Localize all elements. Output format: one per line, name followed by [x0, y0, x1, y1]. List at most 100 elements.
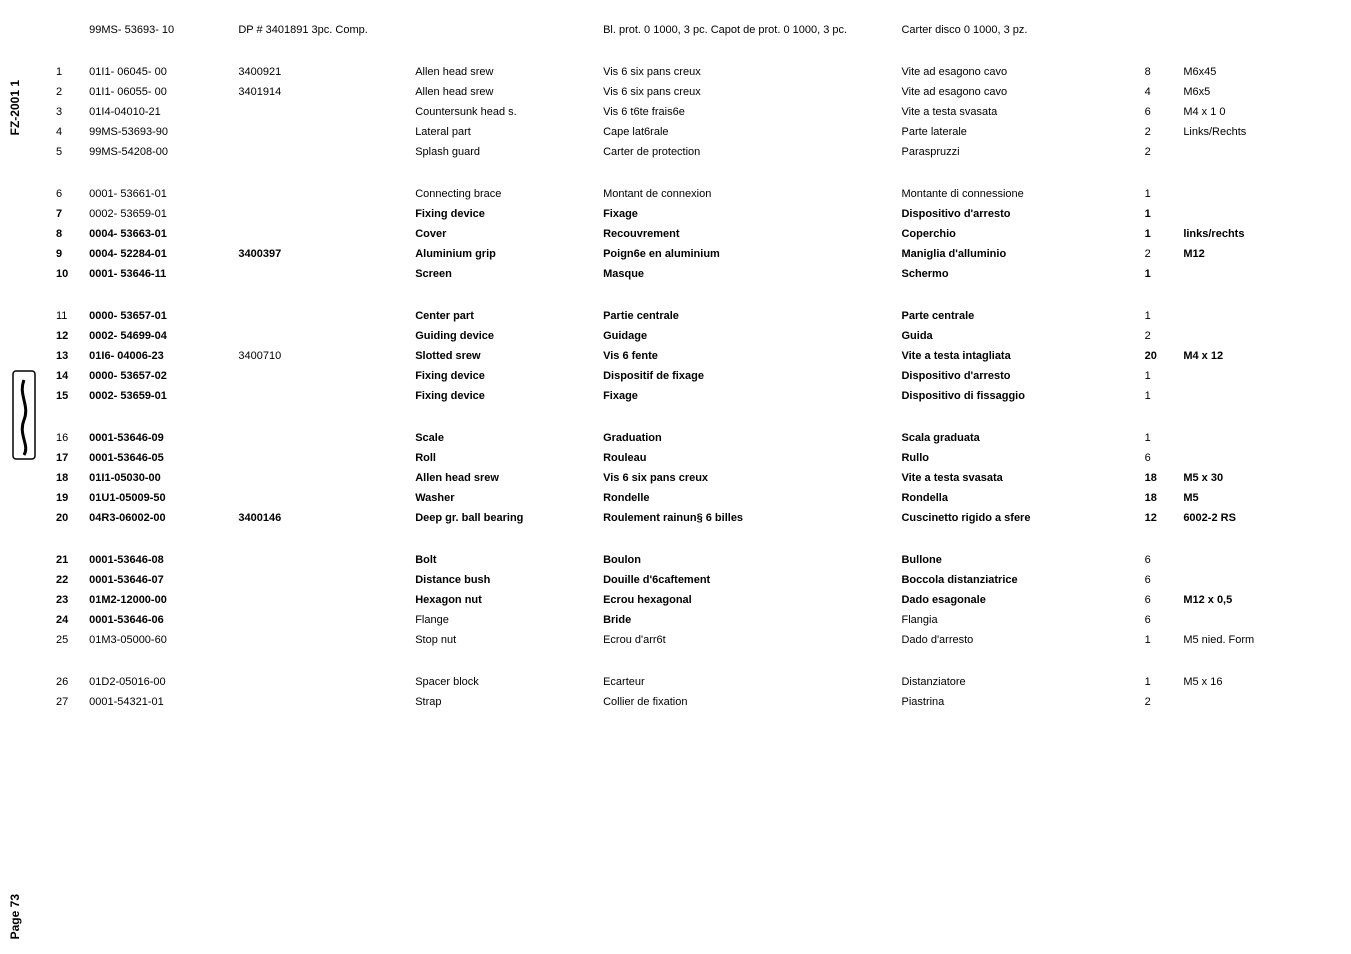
cell-num: 23 — [50, 590, 83, 610]
table-row: 1901U1-05009-50WasherRondelleRondella18M… — [50, 488, 1310, 508]
cell-num: 11 — [50, 306, 83, 326]
cell-it: Maniglia d'alluminio — [895, 244, 1138, 264]
cell-part: 99MS- 53693- 10 — [83, 20, 232, 40]
cell-spec: M5 — [1177, 488, 1310, 508]
cell-spec: M5 nied. Form — [1177, 630, 1310, 650]
cell-fr: Fixage — [597, 386, 895, 406]
cell-part: 0000- 53657-01 — [83, 306, 232, 326]
cell-num: 19 — [50, 488, 83, 508]
cell-qty: 1 — [1139, 224, 1178, 244]
cell-spec — [1177, 610, 1310, 630]
table-row: 150002- 53659-01Fixing deviceFixageDispo… — [50, 386, 1310, 406]
cell-dp: 3400710 — [232, 346, 409, 366]
cell-dp: 3400921 — [232, 62, 409, 82]
cell-en: Allen head srew — [409, 82, 597, 102]
page: FZ-2001 1 Page 73 99MS- 53693- 10DP # 34… — [0, 0, 1351, 954]
cell-it: Piastrina — [895, 692, 1138, 712]
cell-it: Scala graduata — [895, 428, 1138, 448]
cell-it: Carter disco 0 1000, 3 pz. — [895, 20, 1138, 40]
side-page: Page 73 — [8, 894, 22, 939]
cell-spec: links/rechts — [1177, 224, 1310, 244]
table-row: 60001- 53661-01 Connecting braceMontant d… — [50, 184, 1310, 204]
cell-qty: 4 — [1139, 82, 1178, 102]
cell-it: Rullo — [895, 448, 1138, 468]
cell-qty: 1 — [1139, 630, 1178, 650]
cell-en: Roll — [409, 448, 597, 468]
cell-en — [409, 20, 597, 40]
cell-en: Connecting brace — [409, 184, 597, 204]
cell-dp: 3400146 — [232, 508, 409, 528]
table-row: 140000- 53657-02Fixing deviceDispositif … — [50, 366, 1310, 386]
cell-dp — [232, 224, 409, 244]
table-row: 1301I6- 04006-233400710Slotted srewVis 6… — [50, 346, 1310, 366]
cell-it: Parte centrale — [895, 306, 1138, 326]
cell-en: Hexagon nut — [409, 590, 597, 610]
table-row: 210001-53646-08BoltBoulonBullone6 — [50, 550, 1310, 570]
cell-part: 99MS-53693-90 — [83, 122, 232, 142]
cell-en: Aluminium grip — [409, 244, 597, 264]
cell-dp — [232, 306, 409, 326]
side-code: FZ-2001 1 — [8, 80, 22, 135]
cell-fr: Ecarteur — [597, 672, 895, 692]
cell-part: 0001-53646-09 — [83, 428, 232, 448]
cell-num: 26 — [50, 672, 83, 692]
cell-fr: Recouvrement — [597, 224, 895, 244]
cell-dp — [232, 386, 409, 406]
cell-num: 24 — [50, 610, 83, 630]
table-row: 1801I1-05030-00Allen head srewVis 6 six … — [50, 468, 1310, 488]
side-labels: FZ-2001 1 Page 73 — [8, 0, 38, 954]
cell-en: Cover — [409, 224, 597, 244]
cell-qty: 1 — [1139, 386, 1178, 406]
cell-dp — [232, 570, 409, 590]
spacer-row — [50, 162, 1310, 184]
cell-num: 3 — [50, 102, 83, 122]
cell-fr: Poign6e en aluminium — [597, 244, 895, 264]
cell-spec — [1177, 550, 1310, 570]
cell-en: Strap — [409, 692, 597, 712]
cell-qty: 1 — [1139, 184, 1178, 204]
cell-part: 0002- 53659-01 — [83, 204, 232, 224]
cell-part: 01D2-05016-00 — [83, 672, 232, 692]
cell-part: 0001- 53661-01 — [83, 184, 232, 204]
cell-fr: Montant de connexion — [597, 184, 895, 204]
cell-fr: Cape lat6rale — [597, 122, 895, 142]
cell-num: 27 — [50, 692, 83, 712]
cell-en: Screen — [409, 264, 597, 284]
cell-part: 01U1-05009-50 — [83, 488, 232, 508]
cell-part: 0001-53646-08 — [83, 550, 232, 570]
cell-part: 0004- 52284-01 — [83, 244, 232, 264]
cell-num: 6 — [50, 184, 83, 204]
cell-qty: 18 — [1139, 488, 1178, 508]
cell-spec — [1177, 386, 1310, 406]
cell-part: 0001-54321-01 — [83, 692, 232, 712]
cell-dp — [232, 448, 409, 468]
table-row: 160001-53646-09ScaleGraduationScala grad… — [50, 428, 1310, 448]
cell-dp — [232, 590, 409, 610]
table-row: 240001-53646-06FlangeBrideFlangia6 — [50, 610, 1310, 630]
cell-part: 0001-53646-07 — [83, 570, 232, 590]
cell-qty: 6 — [1139, 610, 1178, 630]
cell-fr: Bl. prot. 0 1000, 3 pc. Capot de prot. 0… — [597, 20, 895, 40]
cell-fr: Carter de protection — [597, 142, 895, 162]
cell-part: 0001- 53646-11 — [83, 264, 232, 284]
cell-dp — [232, 428, 409, 448]
cell-spec — [1177, 204, 1310, 224]
header-row: 99MS- 53693- 10DP # 3401891 3pc. Comp.Bl… — [50, 20, 1310, 40]
cell-dp — [232, 550, 409, 570]
cell-part: 0000- 53657-02 — [83, 366, 232, 386]
cell-qty: 1 — [1139, 672, 1178, 692]
cell-spec — [1177, 428, 1310, 448]
cell-spec — [1177, 570, 1310, 590]
cell-en: Allen head srew — [409, 62, 597, 82]
cell-spec: M5 x 30 — [1177, 468, 1310, 488]
cell-dp — [232, 184, 409, 204]
cell-it: Vite ad esagono cavo — [895, 62, 1138, 82]
cell-it: Boccola distanziatrice — [895, 570, 1138, 590]
cell-spec — [1177, 448, 1310, 468]
cell-it: Distanziatore — [895, 672, 1138, 692]
cell-fr: Ecrou hexagonal — [597, 590, 895, 610]
table-row: 220001-53646-07Distance bushDouille d'6c… — [50, 570, 1310, 590]
table-row: 2501M3-05000-60Stop nutEcrou d'arr6tDado… — [50, 630, 1310, 650]
cell-num: 13 — [50, 346, 83, 366]
cell-num — [50, 20, 83, 40]
